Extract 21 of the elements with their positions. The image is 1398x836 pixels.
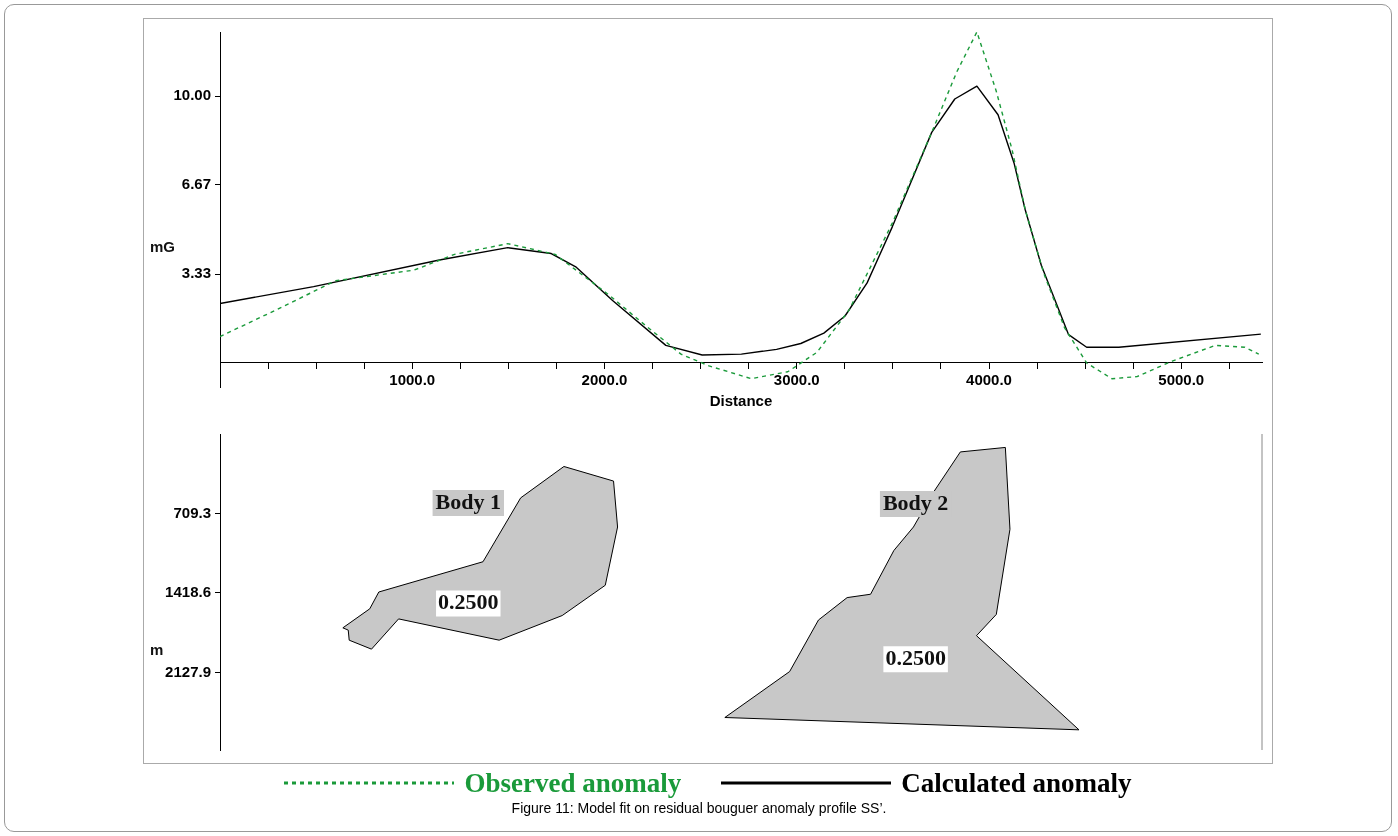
x-tick-label: 4000.0 [966,371,1012,389]
y-tick-label: 709.3 [173,503,211,521]
series-label: Body 1 [435,488,501,514]
annotation: 0.2500 [885,644,946,670]
caption: Figure 11: Model fit on residual bouguer anomaly profile SS’. [510,800,888,816]
x-tick-label: 1000.0 [389,371,436,389]
series-label: Body 2 [882,489,949,515]
text: Observed anomaly [464,767,682,799]
x-axis-title: Distance [709,392,773,410]
y-axis-title: mG [150,237,176,255]
y-tick-label: 6.67 [181,175,211,193]
text: Calculated anomaly [901,767,1132,799]
y-tick-label: 3.33 [181,264,211,282]
y-tick-label: 2127.9 [165,662,211,680]
y-axis-title: m [150,640,164,658]
x-tick-label: 3000.0 [773,371,820,389]
x-tick-label: 5000.0 [1158,371,1205,389]
annotation: 0.2500 [438,589,499,615]
y-tick-label: 1418.6 [165,583,211,601]
y-tick-label: 10.00 [173,86,211,104]
x-tick-label: 2000.0 [581,371,628,389]
